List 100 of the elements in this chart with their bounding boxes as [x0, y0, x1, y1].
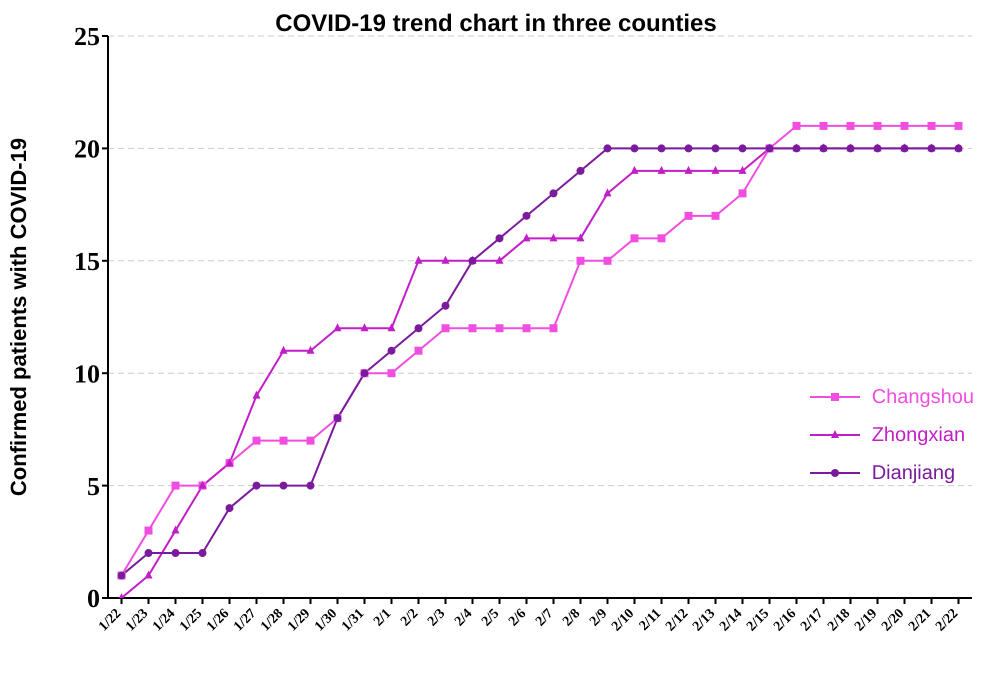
point: [280, 436, 288, 445]
chart-title: COVID-19 trend chart in three counties: [275, 10, 717, 37]
x-tick-label: 2/16: [771, 606, 800, 634]
x-tick-label: 2/2: [398, 606, 422, 630]
point: [550, 233, 558, 242]
x-tick-label: 2/12: [663, 606, 692, 634]
x-tick-label: 2/21: [906, 606, 934, 634]
point: [658, 166, 666, 174]
point: [792, 122, 800, 130]
legend-label: Changshou: [872, 386, 974, 408]
point: [846, 122, 854, 130]
point: [738, 166, 746, 174]
x-tick-label: 1/23: [123, 606, 152, 634]
point: [684, 212, 692, 220]
x-tick-label: 2/19: [852, 606, 880, 634]
point: [522, 212, 530, 220]
point: [738, 144, 746, 152]
point: [658, 234, 666, 242]
x-tick-label: 2/3: [425, 606, 448, 630]
x-tick-label: 1/27: [231, 606, 260, 634]
x-tick-label: 1/29: [285, 606, 314, 634]
x-tick-label: 2/14: [717, 606, 746, 634]
point: [604, 144, 612, 152]
point: [550, 189, 558, 198]
y-tick-label: 10: [74, 359, 100, 388]
point: [442, 302, 450, 310]
point: [280, 346, 288, 354]
point: [496, 324, 504, 332]
point: [144, 549, 152, 558]
y-axis-title: Confirmed patients with COVID-19: [6, 138, 31, 496]
point: [738, 189, 746, 198]
point: [576, 166, 584, 175]
point: [414, 346, 422, 355]
point: [712, 144, 720, 152]
point: [604, 256, 612, 265]
y-tick-label: 20: [74, 134, 100, 164]
point: [712, 166, 720, 174]
point: [144, 570, 152, 579]
point: [630, 234, 638, 242]
point: [414, 256, 422, 264]
point: [388, 369, 396, 378]
point: [576, 233, 584, 242]
point: [658, 144, 666, 152]
x-tick-label: 1/31: [339, 606, 368, 634]
point: [252, 436, 260, 445]
point: [172, 549, 180, 558]
x-tick-label: 2/4: [452, 606, 476, 630]
y-tick-label: 15: [74, 247, 100, 276]
point: [360, 323, 368, 332]
point: [496, 256, 504, 264]
x-tick-label: 1/24: [150, 606, 178, 634]
x-tick-label: 2/6: [506, 606, 530, 630]
point: [306, 436, 314, 445]
point: [522, 233, 530, 242]
point: [388, 323, 396, 332]
point: [954, 122, 962, 130]
point: [226, 504, 234, 512]
x-tick-label: 2/8: [560, 606, 584, 630]
point: [630, 144, 638, 152]
x-tick-label: 2/20: [879, 606, 908, 634]
point: [576, 256, 584, 265]
point: [820, 122, 828, 130]
point: [684, 144, 692, 152]
x-tick-label: 2/15: [744, 606, 772, 634]
x-tick-label: 2/18: [825, 606, 854, 634]
y-tick-label: 25: [74, 22, 100, 52]
point: [306, 482, 314, 490]
point: [712, 212, 720, 220]
x-tick-label: 1/30: [312, 606, 340, 634]
point: [630, 166, 638, 174]
x-tick-label: 2/9: [587, 606, 610, 630]
point: [414, 324, 422, 332]
point: [928, 122, 936, 130]
point: [468, 324, 476, 332]
point: [172, 526, 180, 534]
point: [550, 324, 558, 332]
point: [442, 256, 450, 264]
point: [334, 323, 342, 332]
x-tick-label: 1/26: [204, 606, 232, 634]
point: [252, 390, 260, 399]
point: [442, 324, 450, 332]
point: [306, 346, 314, 354]
legend-label: Zhongxian: [872, 424, 966, 446]
point: [144, 526, 152, 535]
point: [198, 549, 206, 558]
point: [522, 324, 530, 332]
point: [496, 234, 504, 242]
x-tick-label: 2/1: [371, 606, 394, 630]
x-tick-label: 2/22: [933, 606, 962, 634]
point: [684, 166, 692, 174]
point: [388, 346, 396, 355]
x-tick-label: 2/11: [636, 606, 664, 634]
point: [874, 122, 882, 130]
x-tick-label: 2/13: [690, 606, 718, 634]
legend-label: Dianjiang: [872, 462, 956, 484]
x-tick-label: 2/5: [479, 606, 502, 630]
x-tick-label: 1/25: [177, 606, 206, 634]
x-tick-label: 2/7: [533, 606, 556, 630]
point: [900, 122, 908, 130]
x-tick-label: 2/10: [609, 606, 638, 634]
